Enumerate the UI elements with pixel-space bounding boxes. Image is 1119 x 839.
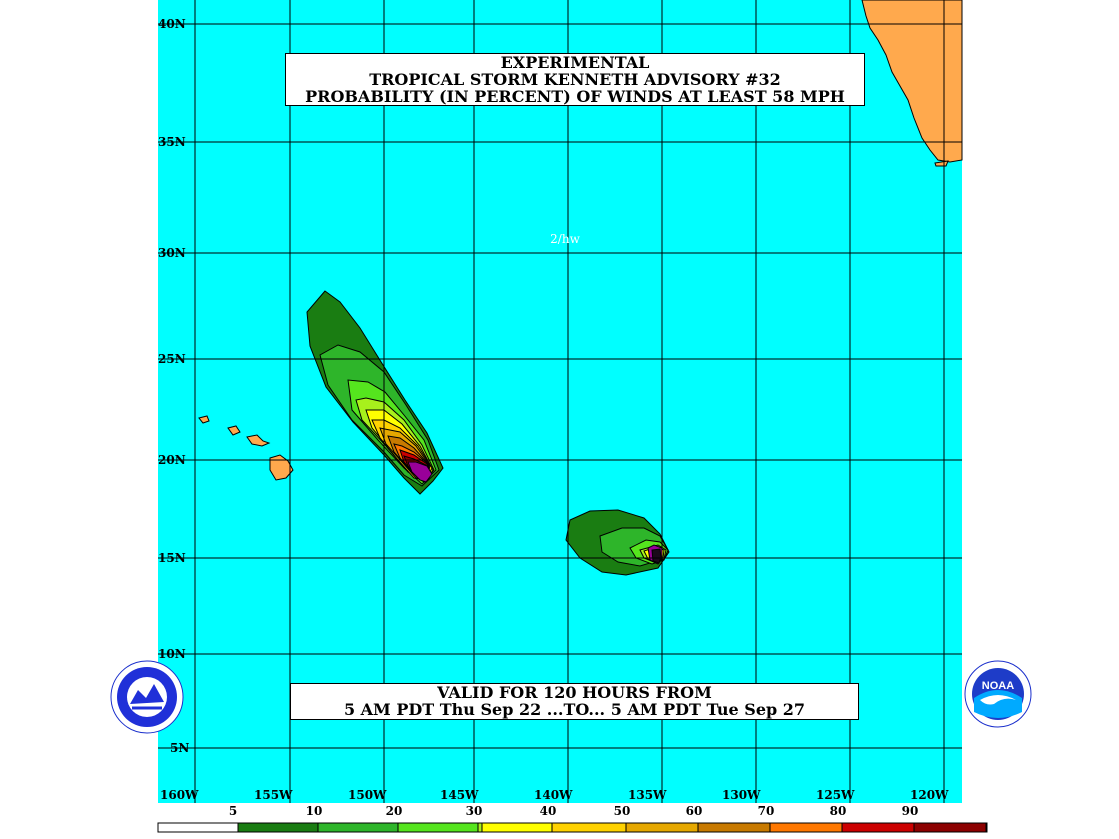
title-line-3: PROBABILITY (IN PERCENT) OF WINDS AT LEA…	[305, 87, 845, 106]
probability-swath-south	[565, 509, 670, 576]
legend-labels: 5 10 20 30 40 50 60 70 80 90	[229, 804, 919, 818]
lon-label: 150W	[348, 788, 387, 802]
lat-label: 10N	[158, 647, 186, 661]
legend-label: 20	[386, 804, 403, 818]
lon-label: 120W	[910, 788, 949, 802]
legend-label: 50	[614, 804, 631, 818]
credit-label: 2/hw	[550, 232, 580, 246]
legend-color-bar	[157, 822, 988, 833]
title-line-2: TROPICAL STORM KENNETH ADVISORY #32	[369, 70, 781, 89]
valid-line-2: 5 AM PDT Thu Sep 22 ...TO... 5 AM PDT Tu…	[343, 700, 806, 719]
title-box: EXPERIMENTAL TROPICAL STORM KENNETH ADVI…	[285, 53, 865, 106]
legend-swatch	[913, 822, 987, 833]
legend-label: 40	[540, 804, 557, 818]
longitude-labels: 160W 155W 150W 145W 140W 135W 130W 125W …	[160, 788, 949, 802]
lon-label: 140W	[534, 788, 573, 802]
lat-label: 35N	[158, 135, 186, 149]
west-coast-land	[861, 0, 963, 163]
legend-swatch	[985, 822, 988, 833]
valid-line-1: VALID FOR 120 HOURS FROM	[437, 683, 712, 702]
lat-label: 30N	[158, 246, 186, 260]
lon-label: 130W	[722, 788, 761, 802]
legend-swatch	[625, 822, 699, 833]
latitude-labels: 40N 35N 30N 25N 20N 15N 10N 5N	[158, 17, 189, 755]
legend-swatch	[317, 822, 399, 833]
grid-lines	[158, 0, 962, 803]
legend-swatch	[157, 822, 239, 833]
lat-label: 20N	[158, 453, 186, 467]
legend-label: 90	[902, 804, 919, 818]
legend-label: 60	[686, 804, 703, 818]
legend-label: 80	[830, 804, 847, 818]
legend-swatch	[237, 822, 319, 833]
legend-swatch	[477, 822, 483, 833]
title-line-1: EXPERIMENTAL	[500, 53, 650, 72]
lon-label: 125W	[816, 788, 855, 802]
legend-swatch	[481, 822, 553, 833]
legend-label: 30	[466, 804, 483, 818]
legend-label: 5	[229, 804, 237, 818]
legend-swatch	[551, 822, 627, 833]
noaa-logo-text: NOAA	[982, 680, 1014, 692]
noaa-logo-icon: NOAA	[964, 660, 1032, 728]
lat-label: 25N	[158, 352, 186, 366]
lon-label: 160W	[160, 788, 199, 802]
legend-label: 10	[306, 804, 323, 818]
lon-label: 145W	[440, 788, 479, 802]
valid-period-box: VALID FOR 120 HOURS FROM 5 AM PDT Thu Se…	[290, 683, 859, 720]
legend-swatch	[697, 822, 771, 833]
ocean	[158, 0, 962, 803]
legend-swatch	[841, 822, 915, 833]
lat-label: 15N	[158, 551, 186, 565]
lat-label: 40N	[158, 17, 186, 31]
legend-swatch	[769, 822, 843, 833]
legend-label: 70	[758, 804, 775, 818]
hawaiian-islands	[198, 415, 294, 481]
lat-label: 5N	[170, 741, 189, 755]
legend-swatch	[397, 822, 479, 833]
nws-seal-icon	[110, 660, 184, 734]
lon-label: 155W	[254, 788, 293, 802]
lon-label: 135W	[628, 788, 667, 802]
probability-swath-north	[306, 290, 444, 495]
